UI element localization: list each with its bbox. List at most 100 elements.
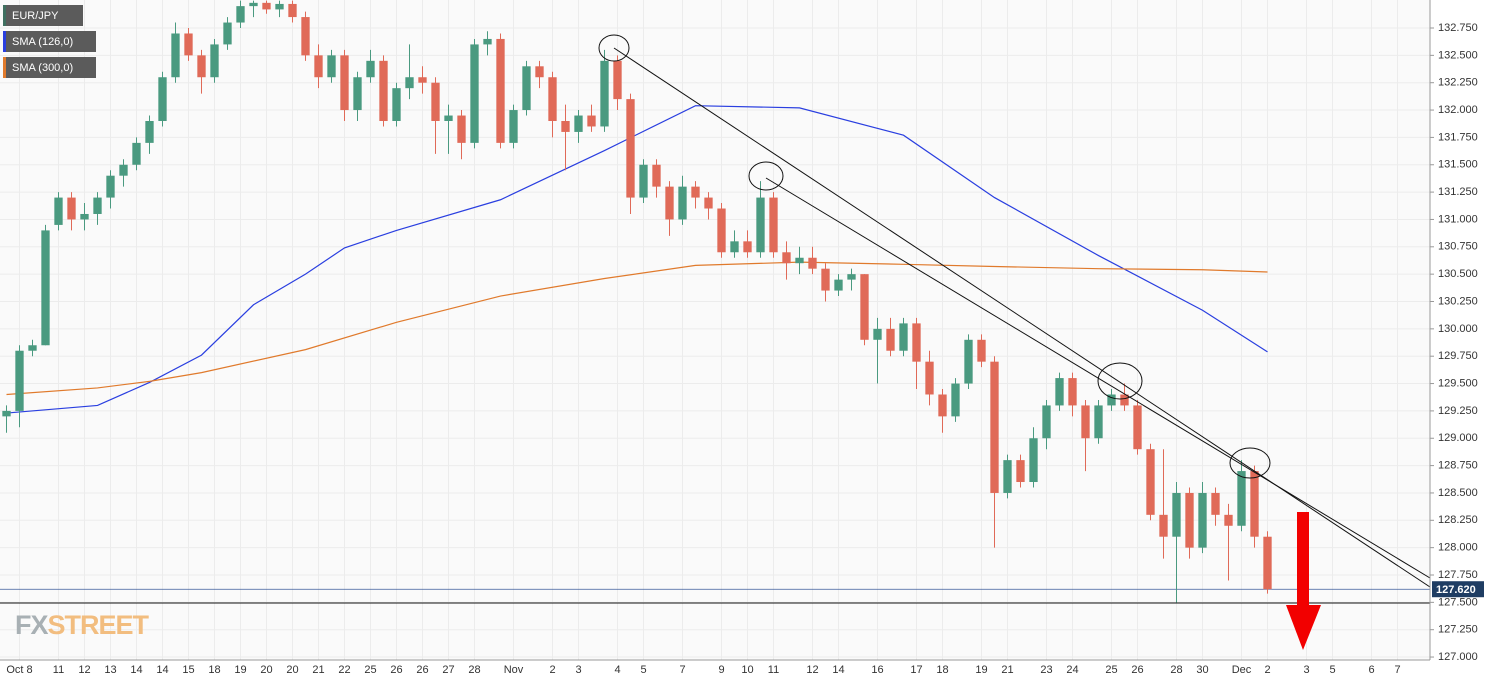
x-tick-label: 11	[768, 664, 779, 676]
candle-body	[1211, 492, 1220, 515]
candle-body	[743, 241, 752, 253]
candle-body	[886, 328, 895, 351]
candle-body	[353, 77, 362, 111]
x-tick-label: 26	[390, 664, 402, 676]
legend-swatch	[3, 5, 6, 26]
y-tick-label: 129.000	[1438, 432, 1478, 444]
candle-body	[912, 323, 921, 362]
arrow-shaft	[1297, 512, 1309, 606]
candle-body	[834, 279, 843, 291]
x-tick-label: Dec	[1232, 664, 1252, 676]
y-tick-label: 130.750	[1438, 241, 1478, 253]
watermark: FXSTREET	[15, 610, 150, 640]
x-tick-label: 6	[1368, 664, 1374, 676]
legend-box	[3, 31, 96, 52]
y-tick-label: 127.750	[1438, 569, 1478, 581]
candle-body	[67, 197, 76, 220]
candle-body	[691, 186, 700, 198]
legend-label: SMA (300,0)	[12, 62, 73, 74]
x-tick-label: 28	[468, 664, 480, 676]
candle-body	[1237, 471, 1246, 526]
candle-body	[1159, 514, 1168, 537]
x-tick-label: 4	[614, 664, 620, 676]
y-tick-label: 127.500	[1438, 596, 1478, 608]
x-tick-label: 24	[1066, 664, 1078, 676]
candle-body	[444, 115, 453, 121]
candle-body	[1042, 405, 1051, 439]
candle-body	[249, 2, 258, 7]
candle-body	[678, 186, 687, 220]
candle-body	[1081, 405, 1090, 439]
candle-body	[873, 328, 882, 340]
candle-body	[587, 115, 596, 127]
legend-swatch	[3, 31, 6, 52]
candle-body	[990, 361, 999, 493]
y-tick-label: 127.250	[1438, 624, 1478, 636]
x-tick-label: Oct 8	[6, 664, 32, 676]
x-tick-label: 25	[1105, 664, 1117, 676]
legend-box	[3, 5, 83, 26]
last-price-label: 127.620	[1436, 584, 1476, 596]
x-tick-label: 19	[975, 664, 987, 676]
candle-body	[1120, 394, 1129, 406]
x-tick-label: 23	[1040, 664, 1052, 676]
legend-swatch	[3, 57, 6, 78]
axis-labels: 127.000 127.250 127.500 127.750 128.000 128.2…	[6, 22, 1484, 676]
grid	[0, 0, 1430, 660]
candle-body	[2, 410, 11, 417]
candle-body	[184, 33, 193, 56]
candle-body	[652, 164, 661, 187]
candle-body	[392, 88, 401, 121]
x-tick-label: 7	[1394, 664, 1400, 676]
sma-line	[6, 261, 1268, 396]
annotations	[0, 34, 1431, 604]
x-tick-label: 27	[442, 664, 454, 676]
candle-body	[847, 274, 856, 280]
candle-body	[574, 115, 583, 132]
last-price-box	[1432, 581, 1484, 598]
y-tick-label: 130.000	[1438, 323, 1478, 335]
candle-body	[1029, 438, 1038, 483]
candle-body	[457, 115, 466, 143]
candle-body	[938, 394, 947, 417]
candle-body	[1068, 378, 1077, 406]
y-tick-label: 131.500	[1438, 159, 1478, 171]
candle-body	[431, 82, 440, 121]
legend-label: SMA (126,0)	[12, 36, 73, 48]
candle-body	[1172, 492, 1181, 537]
legend-label: EUR/JPY	[12, 10, 59, 22]
candle-body	[1094, 405, 1103, 439]
candle-body	[366, 60, 375, 78]
x-tick-label: 21	[1001, 664, 1013, 676]
candle-body	[197, 55, 206, 78]
x-tick-label: 17	[910, 664, 922, 676]
candle-body	[1224, 514, 1233, 526]
x-tick-label: 2	[1264, 664, 1270, 676]
candle-body	[288, 3, 297, 18]
y-tick-label: 132.250	[1438, 77, 1478, 89]
candle-body	[379, 60, 388, 121]
candle-body	[1185, 492, 1194, 548]
x-tick-label: 10	[741, 664, 753, 676]
x-tick-label: 25	[364, 664, 376, 676]
y-tick-label: 132.000	[1438, 104, 1478, 116]
x-tick-label: 26	[1131, 664, 1143, 676]
y-tick-label: 128.750	[1438, 460, 1478, 472]
y-tick-label: 129.750	[1438, 350, 1478, 362]
candle-body	[977, 339, 986, 362]
candle-body	[223, 22, 232, 45]
candle-body	[327, 55, 336, 78]
arrow-head	[1286, 605, 1321, 650]
candle-body	[821, 268, 830, 291]
x-tick-label: 30	[1196, 664, 1208, 676]
candle-body	[145, 120, 154, 143]
x-tick-label: 20	[260, 664, 272, 676]
y-tick-label: 128.250	[1438, 514, 1478, 526]
candle-body	[769, 197, 778, 253]
circle-marker	[1229, 447, 1271, 479]
sma-line	[6, 105, 1268, 414]
y-tick-label: 129.250	[1438, 405, 1478, 417]
candle-body	[860, 274, 869, 340]
x-tick-label: 18	[936, 664, 948, 676]
candle-body	[795, 257, 804, 264]
